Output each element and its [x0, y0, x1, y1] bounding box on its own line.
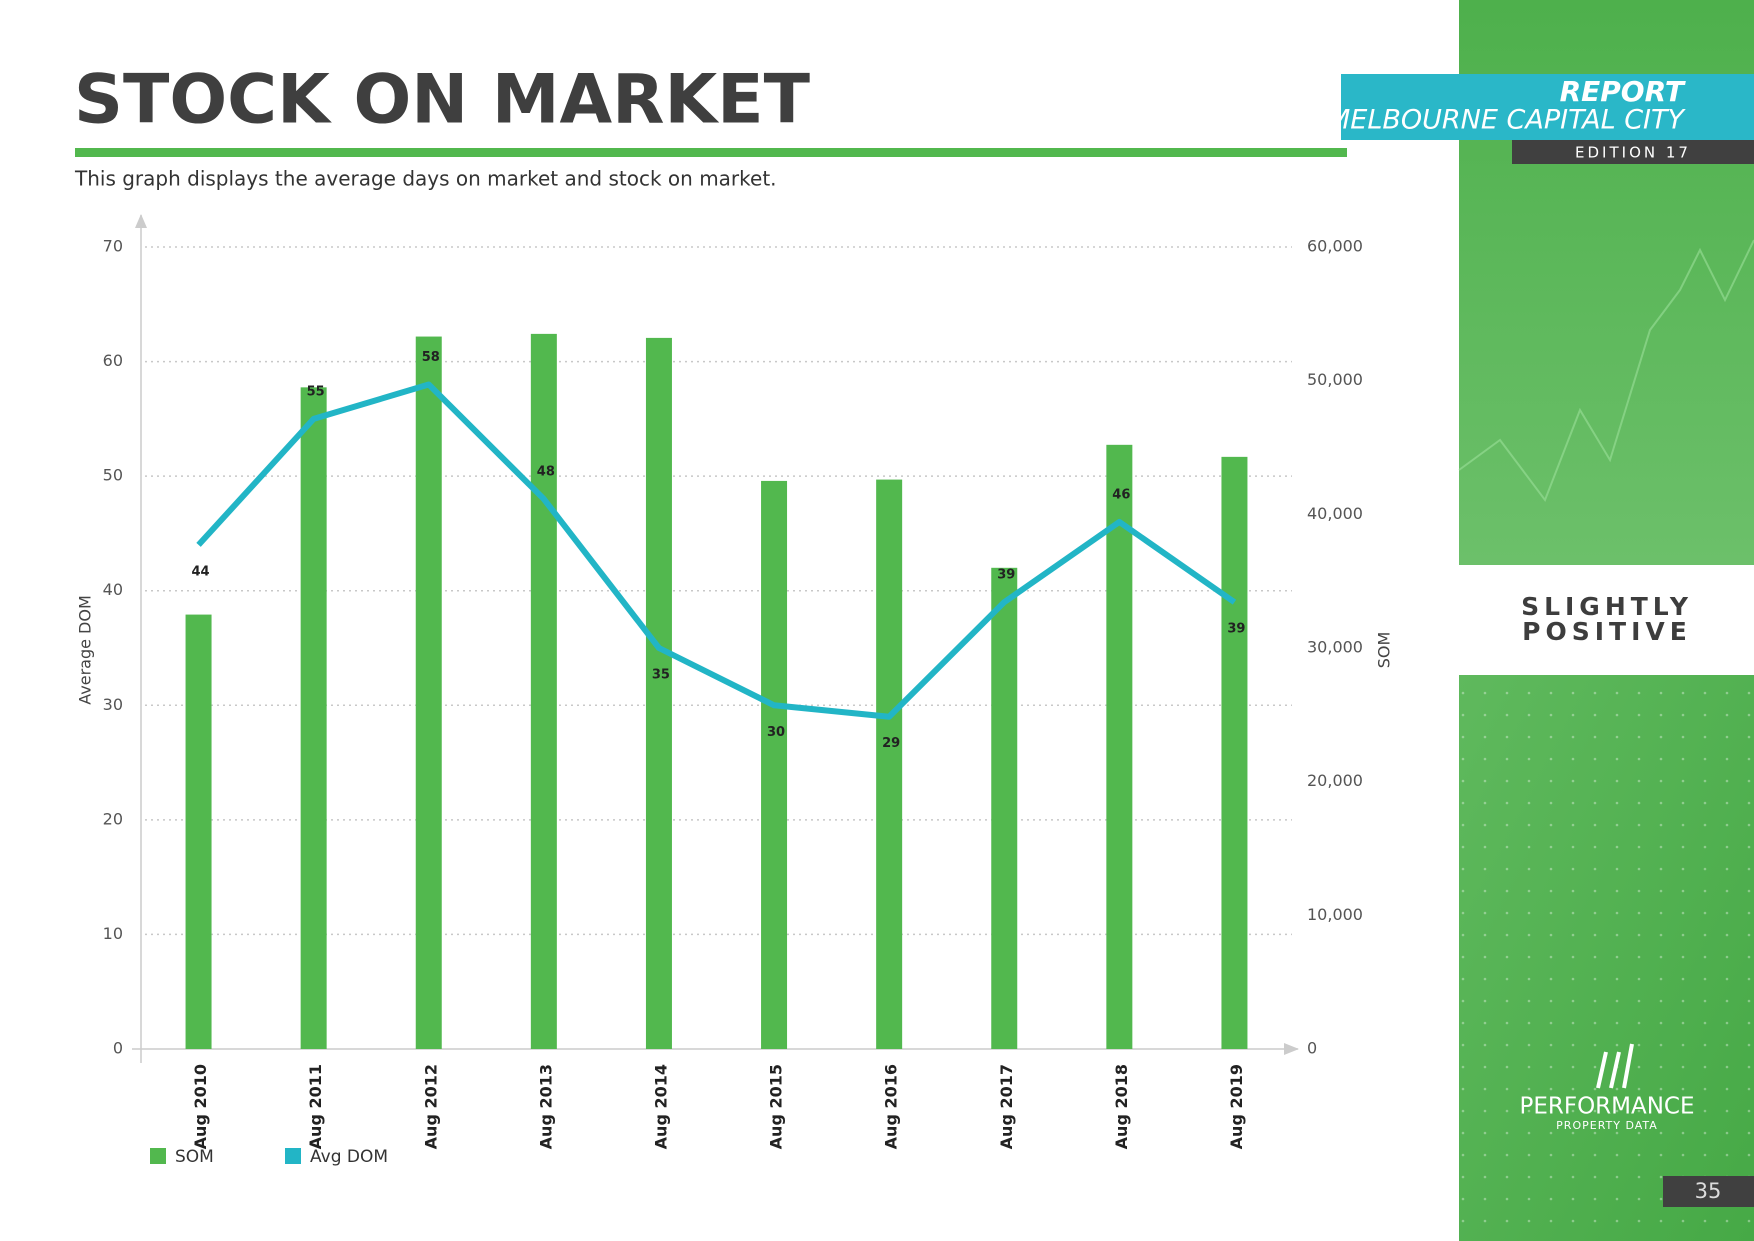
- city-label: MELBOURNE CAPITAL CITY: [1327, 105, 1687, 136]
- y-tick-label: 70: [103, 237, 123, 256]
- data-label: 55: [307, 384, 325, 399]
- bar: [415, 336, 442, 1050]
- outlook-1: SLIGHTLY: [1521, 592, 1693, 621]
- report-banner: [1341, 74, 1754, 140]
- decor-line: [1458, 239, 1754, 503]
- y-tick-label: 20: [103, 809, 123, 828]
- data-label: 30: [767, 725, 785, 740]
- y2-tick-label: 0: [1307, 1039, 1317, 1058]
- outlook-2: POSITIVE: [1522, 617, 1692, 646]
- y2-tick-label: 60,000: [1307, 237, 1363, 256]
- legend-swatch: [285, 1148, 301, 1164]
- bar: [1106, 444, 1133, 1049]
- y2-axis-label: SOM: [1375, 632, 1394, 669]
- y-tick-label: 0: [113, 1039, 123, 1058]
- x-tick-label: Aug 2013: [536, 1064, 555, 1149]
- y2-tick-label: 50,000: [1307, 370, 1363, 389]
- x-tick-label: Aug 2012: [421, 1064, 440, 1149]
- data-label: 44: [192, 564, 210, 579]
- bar: [645, 337, 672, 1050]
- data-label: 48: [537, 465, 555, 480]
- bar: [530, 333, 557, 1050]
- x-axis-arrow: [1284, 1043, 1299, 1055]
- x-tick-label: Aug 2015: [767, 1064, 786, 1149]
- data-label: 39: [1227, 622, 1245, 637]
- page-number: 35: [1695, 1179, 1722, 1203]
- brand-sub: PROPERTY DATA: [1556, 1119, 1658, 1132]
- x-tick-label: Aug 2016: [882, 1064, 901, 1149]
- x-tick-label: Aug 2018: [1112, 1064, 1131, 1149]
- edition-label: EDITION 17: [1575, 144, 1691, 162]
- x-tick-label: Aug 2017: [997, 1064, 1016, 1149]
- data-label: 58: [422, 350, 440, 365]
- bar: [761, 480, 788, 1050]
- title-rule: [75, 148, 1347, 157]
- data-label: 39: [997, 568, 1015, 583]
- bar: [1221, 456, 1248, 1049]
- y-tick-label: 40: [103, 580, 123, 599]
- y-axis-arrow: [135, 214, 147, 228]
- y2-tick-label: 30,000: [1307, 638, 1363, 657]
- data-label: 46: [1112, 487, 1130, 502]
- title: STOCK ON MARKET: [74, 61, 811, 140]
- bar: [300, 387, 327, 1050]
- data-label: 29: [882, 736, 900, 751]
- y-axis-label: Average DOM: [76, 595, 95, 705]
- brand: PERFORMANCE: [1519, 1094, 1694, 1120]
- legend-swatch: [150, 1148, 166, 1164]
- y2-tick-label: 20,000: [1307, 771, 1363, 790]
- bar: [876, 479, 903, 1050]
- legend-label: Avg DOM: [310, 1147, 388, 1167]
- y2-tick-label: 40,000: [1307, 504, 1363, 523]
- logo-mark: [1596, 1043, 1634, 1089]
- x-tick-label: Aug 2014: [651, 1064, 670, 1149]
- data-label: 35: [652, 668, 670, 683]
- sidebar-dots: [1459, 675, 1754, 1241]
- y-tick-label: 30: [103, 695, 123, 714]
- legend-label: SOM: [175, 1147, 214, 1167]
- edition-bar: [1512, 140, 1754, 164]
- y-tick-label: 50: [103, 466, 123, 485]
- y-tick-label: 60: [103, 351, 123, 370]
- line: [196, 381, 1237, 720]
- x-tick-label: Aug 2011: [306, 1064, 325, 1149]
- x-tick-label: Aug 2019: [1227, 1064, 1246, 1149]
- y-tick-label: 10: [103, 924, 123, 943]
- x-tick-label: Aug 2010: [191, 1064, 210, 1149]
- report-label: REPORT: [1560, 75, 1686, 108]
- subtitle: This graph displays the average days on …: [74, 167, 777, 191]
- bar: [991, 567, 1018, 1049]
- bar: [185, 614, 212, 1049]
- page-box: [1663, 1176, 1754, 1207]
- y2-tick-label: 10,000: [1307, 905, 1363, 924]
